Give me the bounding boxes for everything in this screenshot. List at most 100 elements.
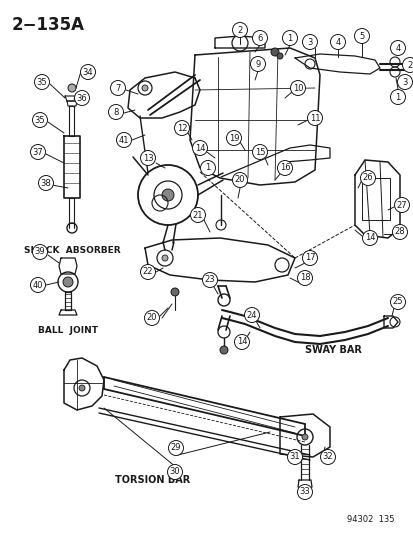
Text: 7: 7 (115, 84, 121, 93)
Circle shape (168, 440, 183, 456)
Circle shape (394, 198, 408, 213)
Text: 24: 24 (246, 311, 256, 319)
Circle shape (302, 251, 317, 265)
Circle shape (392, 224, 406, 239)
Text: 14: 14 (236, 337, 247, 346)
Text: 18: 18 (299, 273, 310, 282)
Circle shape (396, 75, 411, 90)
Text: SHOCK  ABSORBER: SHOCK ABSORBER (24, 246, 120, 255)
Text: 30: 30 (169, 467, 180, 477)
Circle shape (389, 41, 404, 55)
Text: SWAY BAR: SWAY BAR (304, 345, 361, 355)
Text: 31: 31 (289, 453, 299, 462)
Text: 3: 3 (401, 77, 407, 86)
Text: 33: 33 (299, 488, 310, 497)
Text: BALL  JOINT: BALL JOINT (38, 326, 98, 335)
Text: 35: 35 (35, 116, 45, 125)
Circle shape (360, 171, 375, 185)
Circle shape (401, 58, 413, 72)
Circle shape (252, 30, 267, 45)
Circle shape (79, 385, 85, 391)
Circle shape (144, 311, 159, 326)
Circle shape (389, 295, 404, 310)
Circle shape (140, 150, 155, 166)
Circle shape (276, 53, 282, 59)
Text: 3: 3 (306, 37, 312, 46)
Text: 27: 27 (396, 200, 406, 209)
Text: 36: 36 (76, 93, 87, 102)
Circle shape (389, 90, 404, 104)
Text: 41: 41 (119, 135, 129, 144)
Circle shape (34, 75, 50, 90)
Text: 15: 15 (254, 148, 265, 157)
Circle shape (110, 80, 125, 95)
Circle shape (271, 48, 278, 56)
Circle shape (219, 346, 228, 354)
Text: 38: 38 (40, 179, 51, 188)
Text: 40: 40 (33, 280, 43, 289)
Circle shape (38, 175, 53, 190)
Circle shape (297, 271, 312, 286)
Circle shape (31, 278, 45, 293)
Circle shape (290, 80, 305, 95)
Circle shape (108, 104, 123, 119)
Circle shape (200, 160, 215, 175)
Circle shape (171, 288, 178, 296)
Circle shape (287, 449, 302, 464)
Circle shape (252, 144, 267, 159)
Text: 2−135A: 2−135A (12, 16, 85, 34)
Circle shape (140, 264, 155, 279)
Circle shape (301, 434, 307, 440)
Text: 22: 22 (142, 268, 153, 277)
Text: 20: 20 (234, 175, 244, 184)
Text: 5: 5 (358, 31, 364, 41)
Text: 14: 14 (194, 143, 205, 152)
Circle shape (80, 64, 95, 79)
Text: 20: 20 (146, 313, 157, 322)
Text: 19: 19 (228, 133, 239, 142)
Circle shape (63, 277, 73, 287)
Circle shape (362, 230, 377, 246)
Circle shape (250, 56, 265, 71)
Circle shape (297, 484, 312, 499)
Text: 14: 14 (364, 233, 374, 243)
Text: 2: 2 (237, 26, 242, 35)
Text: 29: 29 (170, 443, 181, 453)
Text: 26: 26 (362, 174, 373, 182)
Text: 16: 16 (279, 164, 290, 173)
Text: 39: 39 (35, 247, 45, 256)
Text: 17: 17 (304, 254, 315, 262)
Circle shape (161, 189, 173, 201)
Circle shape (282, 30, 297, 45)
Circle shape (31, 144, 45, 159)
Circle shape (244, 308, 259, 322)
Text: TORSION BAR: TORSION BAR (115, 475, 190, 485)
Text: 12: 12 (176, 124, 187, 133)
Circle shape (116, 133, 131, 148)
Circle shape (354, 28, 369, 44)
Text: 4: 4 (335, 37, 340, 46)
Circle shape (320, 449, 335, 464)
Circle shape (232, 22, 247, 37)
Text: 2: 2 (406, 61, 412, 69)
Circle shape (192, 141, 207, 156)
Circle shape (330, 35, 345, 50)
Circle shape (142, 85, 147, 91)
Text: 23: 23 (204, 276, 215, 285)
Circle shape (232, 173, 247, 188)
Text: 8: 8 (113, 108, 119, 117)
Circle shape (226, 131, 241, 146)
Text: 1: 1 (394, 93, 400, 101)
Text: 6: 6 (257, 34, 262, 43)
Circle shape (234, 335, 249, 350)
Text: 9: 9 (255, 60, 260, 69)
Text: 25: 25 (392, 297, 402, 306)
Text: 1: 1 (205, 164, 210, 173)
Text: 10: 10 (292, 84, 302, 93)
Circle shape (33, 112, 47, 127)
Text: 1: 1 (287, 34, 292, 43)
Text: 4: 4 (394, 44, 400, 52)
Text: 35: 35 (37, 77, 47, 86)
Circle shape (202, 272, 217, 287)
Text: 21: 21 (192, 211, 203, 220)
